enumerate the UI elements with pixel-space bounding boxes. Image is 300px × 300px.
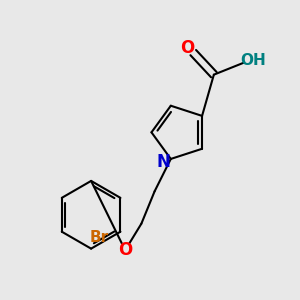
Text: N: N <box>157 153 170 171</box>
Text: O: O <box>118 241 132 259</box>
Text: O: O <box>180 39 194 57</box>
Text: Br: Br <box>89 230 109 245</box>
Text: OH: OH <box>241 53 266 68</box>
